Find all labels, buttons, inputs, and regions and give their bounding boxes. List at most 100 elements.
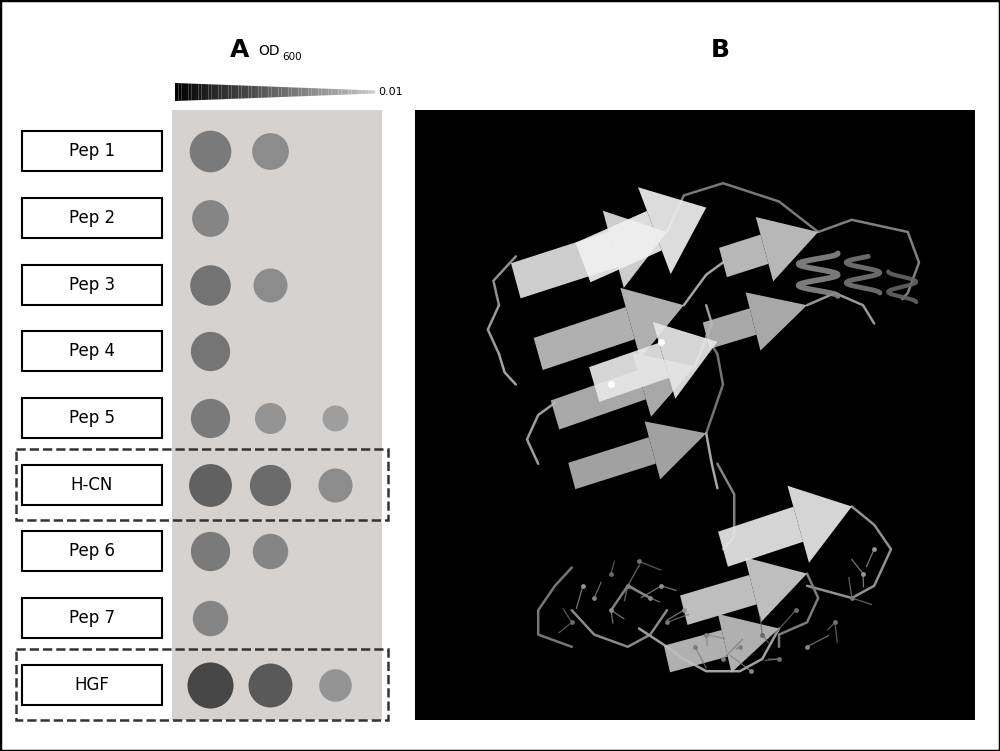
Point [202,545,218,557]
Polygon shape [338,89,342,95]
Polygon shape [653,322,717,399]
Polygon shape [285,87,288,97]
Polygon shape [218,85,222,99]
Point [603,379,619,391]
Polygon shape [242,86,245,98]
Bar [22,465,162,505]
Bar [16,650,388,720]
Polygon shape [188,83,192,101]
Polygon shape [305,88,308,96]
Polygon shape [192,83,195,101]
Point [732,641,748,653]
Point [771,653,787,665]
Polygon shape [680,575,757,625]
Polygon shape [787,486,852,562]
Bar [16,449,388,520]
Polygon shape [703,309,756,349]
Text: Pep 4: Pep 4 [69,342,115,360]
Polygon shape [332,89,335,95]
Polygon shape [275,87,278,97]
Point [262,279,278,291]
Polygon shape [302,88,305,96]
Polygon shape [325,89,328,95]
Polygon shape [603,211,667,288]
Text: HGF: HGF [75,676,109,694]
Polygon shape [228,85,232,99]
Polygon shape [238,86,242,98]
Polygon shape [175,83,178,101]
Polygon shape [245,86,248,98]
Polygon shape [298,88,302,96]
Point [653,336,669,348]
Polygon shape [288,87,292,97]
Point [586,592,602,604]
Polygon shape [235,86,238,98]
Polygon shape [272,86,275,98]
Point [855,568,871,580]
Text: 0.01: 0.01 [378,87,403,97]
Point [799,641,815,653]
Polygon shape [178,83,182,101]
Polygon shape [295,88,298,96]
Polygon shape [255,86,258,98]
Polygon shape [534,307,635,370]
Point [642,592,658,604]
Polygon shape [368,90,372,94]
Text: Pep 1: Pep 1 [69,143,115,160]
Point [676,605,692,617]
Polygon shape [208,84,212,100]
Point [202,612,218,624]
Polygon shape [718,507,803,567]
Polygon shape [222,85,225,99]
Polygon shape [268,86,272,98]
Point [202,478,218,490]
Bar [415,110,975,720]
Polygon shape [352,89,355,95]
Polygon shape [589,343,669,402]
Point [564,617,580,629]
Text: Pep 2: Pep 2 [69,209,115,227]
Point [631,556,647,568]
Polygon shape [195,84,198,100]
Bar [22,532,162,572]
Polygon shape [292,87,295,97]
Text: A: A [230,38,250,62]
Polygon shape [182,83,185,101]
Polygon shape [248,86,252,98]
Polygon shape [511,232,618,298]
Bar [22,665,162,704]
Polygon shape [202,84,205,100]
Point [754,629,770,641]
Polygon shape [372,90,375,94]
Point [653,580,669,592]
Polygon shape [638,187,706,274]
Polygon shape [205,84,208,100]
Point [698,629,714,641]
Point [327,478,343,490]
Polygon shape [645,421,706,479]
Point [575,580,591,592]
Bar [22,264,162,305]
Text: Pep 3: Pep 3 [69,276,115,294]
Point [327,679,343,691]
Polygon shape [252,86,255,98]
Bar [22,398,162,438]
Polygon shape [756,217,818,282]
Point [827,617,843,629]
Polygon shape [365,90,368,94]
Point [262,679,278,691]
Point [659,617,675,629]
Point [788,605,804,617]
Bar [22,598,162,638]
Polygon shape [355,90,358,94]
Polygon shape [262,86,265,98]
Bar [22,198,162,238]
Text: Pep 5: Pep 5 [69,409,115,427]
Polygon shape [308,88,312,96]
Polygon shape [664,630,728,672]
Polygon shape [232,85,235,99]
Point [603,605,619,617]
Point [687,641,703,653]
Text: OD: OD [258,44,280,58]
Polygon shape [632,353,695,417]
